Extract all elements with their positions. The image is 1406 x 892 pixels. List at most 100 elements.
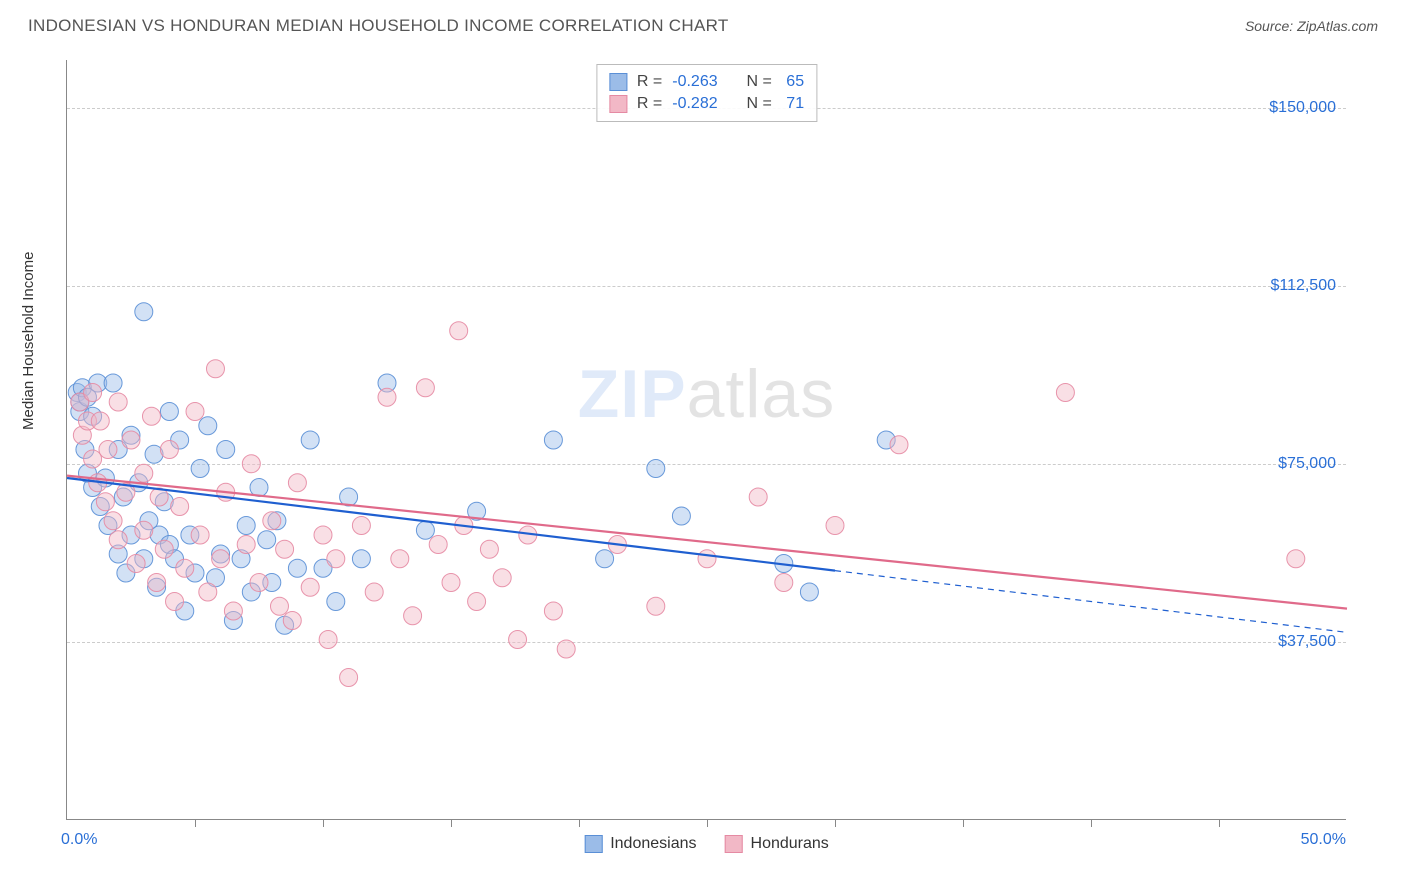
scatter-point (365, 583, 383, 601)
scatter-point (468, 593, 486, 611)
scatter-point (429, 536, 447, 554)
scatter-point (378, 388, 396, 406)
scatter-point (480, 540, 498, 558)
scatter-point (263, 512, 281, 530)
scatter-point (135, 303, 153, 321)
legend-label: Hondurans (751, 835, 829, 853)
scatter-point (135, 521, 153, 539)
x-tick (1219, 819, 1220, 827)
scatter-point (826, 517, 844, 535)
x-tick (323, 819, 324, 827)
scatter-point (91, 412, 109, 430)
scatter-point (450, 322, 468, 340)
scatter-point (148, 574, 166, 592)
scatter-point (104, 374, 122, 392)
scatter-point (890, 436, 908, 454)
scatter-point (166, 593, 184, 611)
scatter-point (142, 407, 160, 425)
scatter-point (800, 583, 818, 601)
scatter-point (672, 507, 690, 525)
scatter-point (749, 488, 767, 506)
scatter-point (544, 431, 562, 449)
plot-area: ZIPatlas $37,500$75,000$112,500$150,000 … (66, 60, 1346, 820)
scatter-point (1287, 550, 1305, 568)
x-tick (195, 819, 196, 827)
scatter-point (509, 631, 527, 649)
scatter-point (391, 550, 409, 568)
scatter-point (96, 493, 114, 511)
y-axis-label: Median Household Income (20, 252, 37, 430)
scatter-point (327, 593, 345, 611)
legend-item: Indonesians (584, 835, 696, 853)
scatter-point (647, 460, 665, 478)
x-max-label: 50.0% (1301, 831, 1346, 849)
scatter-point (288, 559, 306, 577)
scatter-point (199, 417, 217, 435)
legend: Indonesians Hondurans (584, 835, 829, 853)
scatter-point (698, 550, 716, 568)
source-link[interactable]: ZipAtlas.com (1297, 18, 1378, 34)
scatter-point (135, 464, 153, 482)
x-tick (451, 819, 452, 827)
scatter-point (250, 479, 268, 497)
legend-label: Indonesians (610, 835, 696, 853)
scatter-point (340, 669, 358, 687)
scatter-point (104, 512, 122, 530)
scatter-point (314, 526, 332, 544)
x-tick (707, 819, 708, 827)
series-swatch (609, 73, 627, 91)
scatter-point (647, 597, 665, 615)
x-min-label: 0.0% (61, 831, 97, 849)
scatter-point (171, 498, 189, 516)
scatter-point (327, 550, 345, 568)
correlation-box: R = -0.263 N = 65R = -0.282 N = 71 (596, 64, 817, 122)
series-swatch (609, 95, 627, 113)
scatter-point (544, 602, 562, 620)
scatter-point (352, 517, 370, 535)
scatter-point (237, 536, 255, 554)
chart-title: INDONESIAN VS HONDURAN MEDIAN HOUSEHOLD … (28, 16, 729, 36)
scatter-point (186, 403, 204, 421)
correlation-row: R = -0.282 N = 71 (609, 93, 804, 115)
scatter-point (242, 455, 260, 473)
scatter-point (237, 517, 255, 535)
scatter-point (258, 531, 276, 549)
scatter-point (217, 441, 235, 459)
scatter-point (557, 640, 575, 658)
x-tick (835, 819, 836, 827)
scatter-point (1056, 384, 1074, 402)
chart-container: Median Household Income ZIPatlas $37,500… (46, 50, 1376, 830)
scatter-point (155, 540, 173, 558)
scatter-point (250, 574, 268, 592)
scatter-point (442, 574, 460, 592)
scatter-point (109, 393, 127, 411)
scatter-point (493, 569, 511, 587)
scatter-point (276, 540, 294, 558)
scatter-point (176, 559, 194, 577)
scatter-point (283, 612, 301, 630)
scatter-point (301, 431, 319, 449)
scatter-point (127, 555, 145, 573)
scatter-point (596, 550, 614, 568)
x-tick (963, 819, 964, 827)
legend-swatch (725, 835, 743, 853)
scatter-point (224, 602, 242, 620)
scatter-point (288, 474, 306, 492)
scatter-point (191, 526, 209, 544)
scatter-svg (67, 60, 1346, 819)
scatter-point (206, 360, 224, 378)
scatter-point (199, 583, 217, 601)
scatter-point (404, 607, 422, 625)
source-label: Source: ZipAtlas.com (1245, 18, 1378, 34)
scatter-point (109, 531, 127, 549)
scatter-point (416, 521, 434, 539)
scatter-point (416, 379, 434, 397)
scatter-point (301, 578, 319, 596)
scatter-point (212, 550, 230, 568)
scatter-point (191, 460, 209, 478)
scatter-point (352, 550, 370, 568)
scatter-point (160, 441, 178, 459)
scatter-point (270, 597, 288, 615)
scatter-point (319, 631, 337, 649)
correlation-row: R = -0.263 N = 65 (609, 71, 804, 93)
